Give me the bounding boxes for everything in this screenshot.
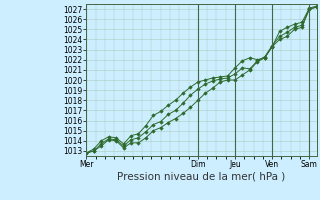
X-axis label: Pression niveau de la mer( hPa ): Pression niveau de la mer( hPa ): [117, 172, 286, 182]
